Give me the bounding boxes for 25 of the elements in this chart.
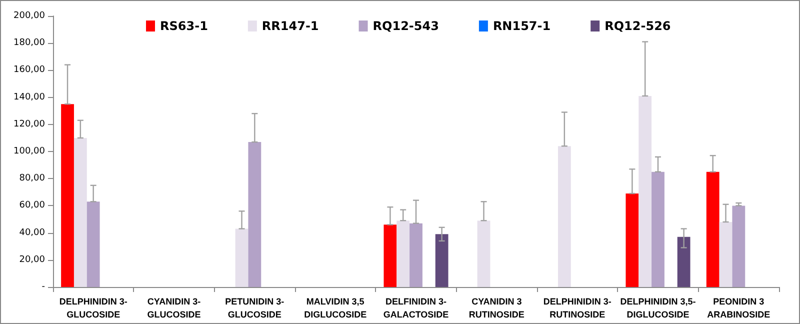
y-tick-label: 20,00 bbox=[19, 254, 46, 265]
y-tick-label: 100,00 bbox=[14, 146, 46, 156]
legend-label: RS63-1 bbox=[160, 19, 208, 33]
x-tick-label: PEONIDIN 3 ARABINOSIDE bbox=[707, 296, 770, 320]
x-tick-label: MALVIDIN 3,5 DIGLUCOSIDE bbox=[304, 296, 367, 320]
y-tick-label: 60,00 bbox=[19, 200, 46, 211]
y-tick-label: 40,00 bbox=[19, 228, 46, 238]
y-tick-label: 160,00 bbox=[14, 65, 46, 76]
legend-label: RR147-1 bbox=[262, 19, 319, 33]
x-tick-label: DELPHINIDIN 3,5- DIGLUCOSIDE bbox=[620, 296, 696, 320]
legend-label: RQ12-526 bbox=[604, 19, 671, 33]
x-tick-label: CYANIDIN 3 RUTINOSIDE bbox=[468, 296, 524, 320]
x-tick-label: DELPHINIDIN 3- GLUCOSIDE bbox=[59, 296, 128, 320]
y-tick-label: 140,00 bbox=[14, 92, 46, 102]
y-tick-label: 80,00 bbox=[19, 174, 46, 184]
x-tick-label: CYANIDIN 3- GLUCOSIDE bbox=[147, 296, 201, 320]
x-tick-label: DELPHINIDIN 3- RUTINOSIDE bbox=[543, 296, 612, 320]
x-tick-label: PETUNIDIN 3- GLUCOSIDE bbox=[225, 296, 284, 320]
legend-label: RQ12-543 bbox=[372, 19, 439, 33]
legend-label: RN157-1 bbox=[492, 19, 551, 33]
y-tick-label: 120,00 bbox=[14, 119, 46, 130]
y-tick-label: 180,00 bbox=[14, 38, 46, 48]
y-tick-label: - bbox=[42, 282, 45, 292]
x-tick-label: DELFINIDIN 3- GALACTOSIDE bbox=[383, 296, 449, 320]
y-tick-label: 200,00 bbox=[14, 11, 46, 21]
